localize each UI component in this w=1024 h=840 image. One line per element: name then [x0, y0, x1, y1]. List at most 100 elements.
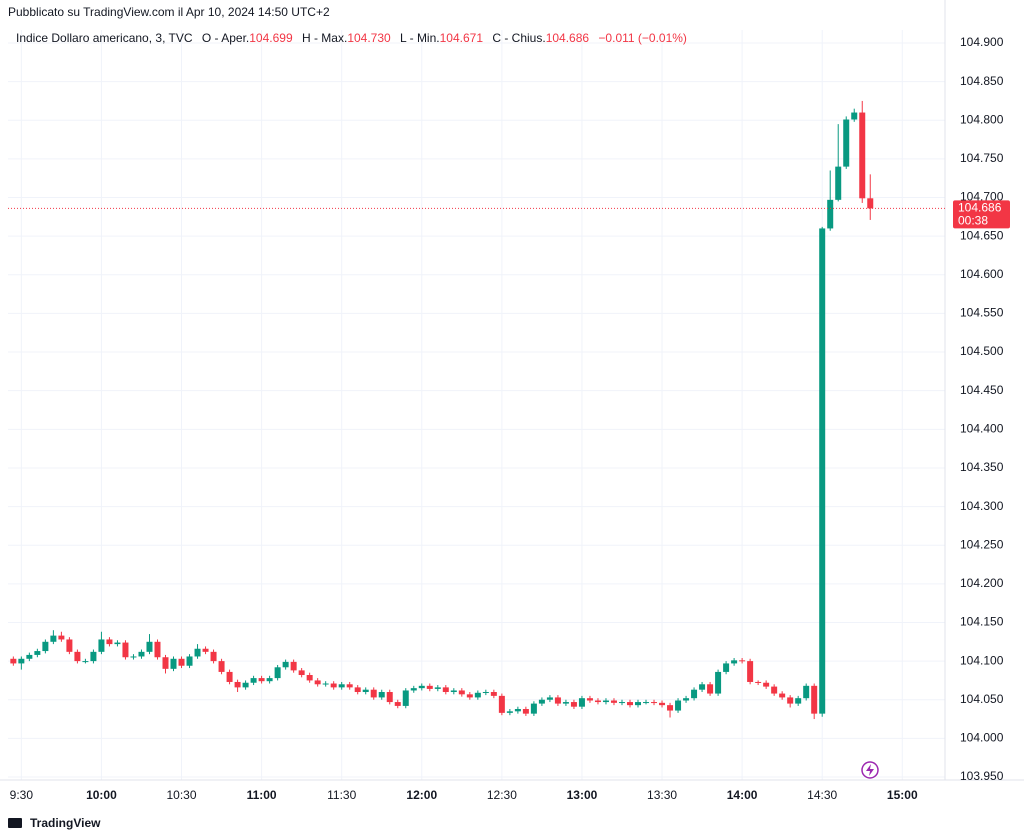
candle-body [835, 166, 842, 200]
legend-l: 104.671 [440, 31, 484, 45]
candle-body [530, 703, 537, 714]
y-tick-label: 104.900 [960, 35, 1004, 49]
legend: Indice Dollaro americano, 3, TVC O - Ape… [16, 31, 687, 45]
candle-body [138, 651, 145, 657]
x-tick-label: 12:30 [487, 788, 517, 802]
candle-body [707, 684, 714, 694]
candle-body [538, 699, 545, 704]
candle-body [106, 639, 113, 645]
candle-body [522, 709, 529, 714]
candle-body [370, 689, 377, 698]
x-tick-label: 10:00 [86, 788, 117, 802]
y-tick-label: 104.550 [960, 306, 1004, 320]
candle-body [554, 697, 561, 704]
candle-body [498, 695, 505, 713]
candle-body [74, 651, 81, 662]
candle-body [450, 690, 457, 693]
candle-body [626, 702, 633, 706]
candle-body [394, 702, 401, 706]
y-tick-label: 104.300 [960, 499, 1004, 513]
countdown: 00:38 [958, 214, 988, 228]
candle-body [186, 656, 193, 666]
candle-body [635, 702, 642, 706]
candle-body [330, 683, 337, 688]
y-tick-label: 104.400 [960, 421, 1004, 435]
candle-body [755, 681, 762, 683]
legend-o: 104.699 [249, 31, 293, 45]
candle-body [618, 702, 625, 704]
candle-body [594, 700, 601, 703]
candle-body [314, 680, 321, 685]
candle-body [683, 698, 690, 701]
lightning-icon[interactable] [861, 761, 879, 779]
y-tick-label: 104.700 [960, 190, 1004, 204]
candle-body [787, 697, 794, 704]
candle-body [466, 694, 473, 698]
y-tick-label: 104.600 [960, 267, 1004, 281]
candle-body [98, 639, 105, 652]
candle-body [490, 692, 497, 696]
candle-body [170, 658, 177, 669]
candle-body [50, 635, 57, 642]
x-tick-label: 11:30 [327, 788, 356, 802]
candle-body [442, 687, 449, 693]
candle-body [514, 709, 521, 712]
candle-body [747, 661, 754, 682]
legend-o-label: O - Aper. [202, 31, 249, 45]
candle-body [675, 700, 682, 711]
legend-h-label: H - Max. [302, 31, 347, 45]
candle-body [562, 702, 569, 704]
candle-body [322, 683, 329, 685]
y-tick-label: 104.250 [960, 537, 1004, 551]
candle-body [779, 693, 786, 698]
x-tick-label: 9:30 [10, 788, 34, 802]
candle-body [426, 685, 433, 689]
candle-body [739, 660, 746, 662]
candle-body [250, 678, 257, 683]
last-price-box [953, 200, 1010, 229]
candle-body [18, 658, 25, 664]
candle-body [586, 698, 593, 701]
candle-body [162, 657, 169, 669]
candle-body [771, 686, 778, 694]
y-tick-label: 103.950 [960, 769, 1004, 783]
candle-body [418, 685, 425, 689]
candle-body [723, 663, 730, 672]
candle-body [386, 692, 393, 703]
candle-body [26, 654, 33, 659]
candle-body [434, 687, 441, 689]
footer-brand: TradingView [30, 816, 101, 830]
candle-body [130, 656, 137, 658]
y-tick-label: 104.100 [960, 653, 1004, 667]
y-tick-label: 104.000 [960, 731, 1004, 745]
x-tick-label: 14:30 [807, 788, 837, 802]
candle-body [402, 690, 409, 706]
candle-body [691, 689, 698, 699]
header: Pubblicato su TradingView.com il Apr 10,… [8, 5, 330, 19]
candle-body [122, 642, 129, 658]
candle-body [578, 698, 585, 707]
candle-body [851, 112, 858, 120]
candle-body [659, 702, 666, 706]
candle-body [266, 678, 273, 682]
candle-body [795, 698, 802, 704]
candle-body [66, 639, 73, 652]
x-tick-label: 11:00 [247, 788, 277, 802]
candle-body [819, 228, 826, 714]
candle-body [867, 198, 874, 209]
y-tick-label: 104.200 [960, 576, 1004, 590]
candle-body [346, 684, 353, 688]
candle-body [42, 641, 49, 652]
legend-c: 104.686 [546, 31, 590, 45]
candle-body [234, 681, 241, 688]
candle-body [458, 690, 465, 695]
candle-body [226, 671, 233, 682]
candle-body [699, 684, 706, 690]
candle-body [298, 670, 305, 676]
candle-body [210, 651, 217, 662]
legend-l-label: L - Min. [400, 31, 440, 45]
legend-symbol: Indice Dollaro americano, 3, TVC [16, 31, 193, 45]
candle-body [843, 119, 850, 167]
